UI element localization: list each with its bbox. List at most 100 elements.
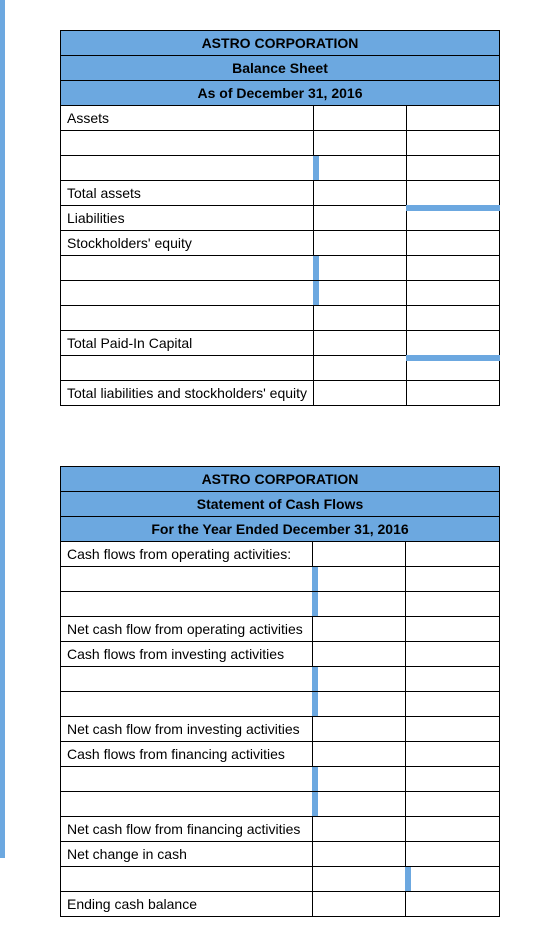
value-cell[interactable]	[406, 867, 500, 892]
dropdown-marker	[312, 592, 318, 616]
value-cell[interactable]	[314, 381, 407, 406]
row-label[interactable]	[61, 281, 314, 306]
row-label[interactable]	[61, 156, 314, 181]
value-cell[interactable]	[406, 642, 500, 667]
row-label[interactable]	[61, 792, 313, 817]
table-row: Cash flows from investing activities	[61, 642, 500, 667]
value-cell[interactable]	[406, 692, 500, 717]
value-cell[interactable]	[406, 542, 500, 567]
table-row: Assets	[61, 106, 500, 131]
row-label[interactable]	[61, 306, 314, 331]
dropdown-marker	[312, 692, 318, 716]
row-label[interactable]	[61, 256, 314, 281]
value-cell[interactable]	[312, 792, 406, 817]
value-cell[interactable]	[312, 692, 406, 717]
value-cell[interactable]	[407, 106, 500, 131]
row-label[interactable]	[61, 356, 314, 381]
table-row	[61, 281, 500, 306]
table-row	[61, 156, 500, 181]
value-cell[interactable]	[312, 767, 406, 792]
value-cell[interactable]	[406, 742, 500, 767]
value-cell[interactable]	[406, 592, 500, 617]
value-cell[interactable]	[312, 842, 406, 867]
value-cell[interactable]	[406, 792, 500, 817]
value-cell[interactable]	[314, 231, 407, 256]
table-row: Total assets	[61, 181, 500, 206]
statement-title: Balance Sheet	[61, 56, 500, 81]
balance-sheet-table: ASTRO CORPORATION Balance Sheet As of De…	[60, 30, 500, 406]
value-cell[interactable]	[312, 742, 406, 767]
value-cell[interactable]	[406, 667, 500, 692]
value-cell[interactable]	[312, 717, 406, 742]
row-label[interactable]	[61, 131, 314, 156]
value-cell[interactable]	[314, 106, 407, 131]
company-header: ASTRO CORPORATION	[61, 31, 500, 56]
row-label[interactable]	[61, 592, 313, 617]
value-cell[interactable]	[312, 567, 406, 592]
dropdown-marker	[406, 355, 500, 361]
value-cell[interactable]	[407, 156, 500, 181]
row-label[interactable]	[61, 692, 313, 717]
value-cell[interactable]	[407, 231, 500, 256]
value-cell[interactable]	[314, 156, 407, 181]
value-cell[interactable]	[312, 592, 406, 617]
statement-title: Statement of Cash Flows	[61, 492, 500, 517]
value-cell[interactable]	[314, 256, 407, 281]
table-row	[61, 131, 500, 156]
value-cell[interactable]	[407, 381, 500, 406]
value-cell[interactable]	[314, 181, 407, 206]
value-cell[interactable]	[314, 206, 407, 231]
table-row: Cash flows from financing activities	[61, 742, 500, 767]
row-label[interactable]	[61, 567, 313, 592]
value-cell[interactable]	[312, 642, 406, 667]
value-cell[interactable]	[314, 306, 407, 331]
value-cell[interactable]	[312, 617, 406, 642]
row-label: Ending cash balance	[61, 892, 313, 917]
row-label: Net cash flow from operating activities	[61, 617, 313, 642]
value-cell[interactable]	[407, 181, 500, 206]
value-cell[interactable]	[407, 281, 500, 306]
value-cell[interactable]	[406, 567, 500, 592]
value-cell[interactable]	[312, 867, 406, 892]
row-label: Net change in cash	[61, 842, 313, 867]
table-row: Net cash flow from operating activities	[61, 617, 500, 642]
value-cell[interactable]	[406, 767, 500, 792]
row-label: Total Paid-In Capital	[61, 331, 314, 356]
value-cell[interactable]	[406, 892, 500, 917]
value-cell[interactable]	[312, 542, 406, 567]
table-row: Net cash flow from financing activities	[61, 817, 500, 842]
value-cell[interactable]	[314, 356, 407, 381]
table-row: Total Paid-In Capital	[61, 331, 500, 356]
table-row	[61, 567, 500, 592]
row-label: Net cash flow from investing activities	[61, 717, 313, 742]
row-label: Total liabilities and stockholders' equi…	[61, 381, 314, 406]
value-cell[interactable]	[407, 256, 500, 281]
dropdown-marker	[313, 281, 319, 305]
value-cell[interactable]	[312, 667, 406, 692]
row-label[interactable]	[61, 767, 313, 792]
row-label[interactable]	[61, 867, 313, 892]
value-cell[interactable]	[314, 281, 407, 306]
table-row	[61, 692, 500, 717]
table-row: Net change in cash	[61, 842, 500, 867]
value-cell[interactable]	[406, 617, 500, 642]
row-label[interactable]	[61, 667, 313, 692]
dropdown-marker	[406, 205, 500, 211]
table-row	[61, 592, 500, 617]
row-label: Net cash flow from financing activities	[61, 817, 313, 842]
value-cell[interactable]	[312, 817, 406, 842]
value-cell[interactable]	[407, 131, 500, 156]
row-label: Cash flows from financing activities	[61, 742, 313, 767]
value-cell[interactable]	[314, 131, 407, 156]
dropdown-marker	[313, 256, 319, 280]
value-cell[interactable]	[314, 331, 407, 356]
value-cell[interactable]	[407, 356, 500, 381]
row-label: Stockholders' equity	[61, 231, 314, 256]
value-cell[interactable]	[406, 817, 500, 842]
value-cell[interactable]	[406, 717, 500, 742]
value-cell[interactable]	[407, 331, 500, 356]
value-cell[interactable]	[407, 206, 500, 231]
value-cell[interactable]	[312, 892, 406, 917]
value-cell[interactable]	[406, 842, 500, 867]
value-cell[interactable]	[407, 306, 500, 331]
